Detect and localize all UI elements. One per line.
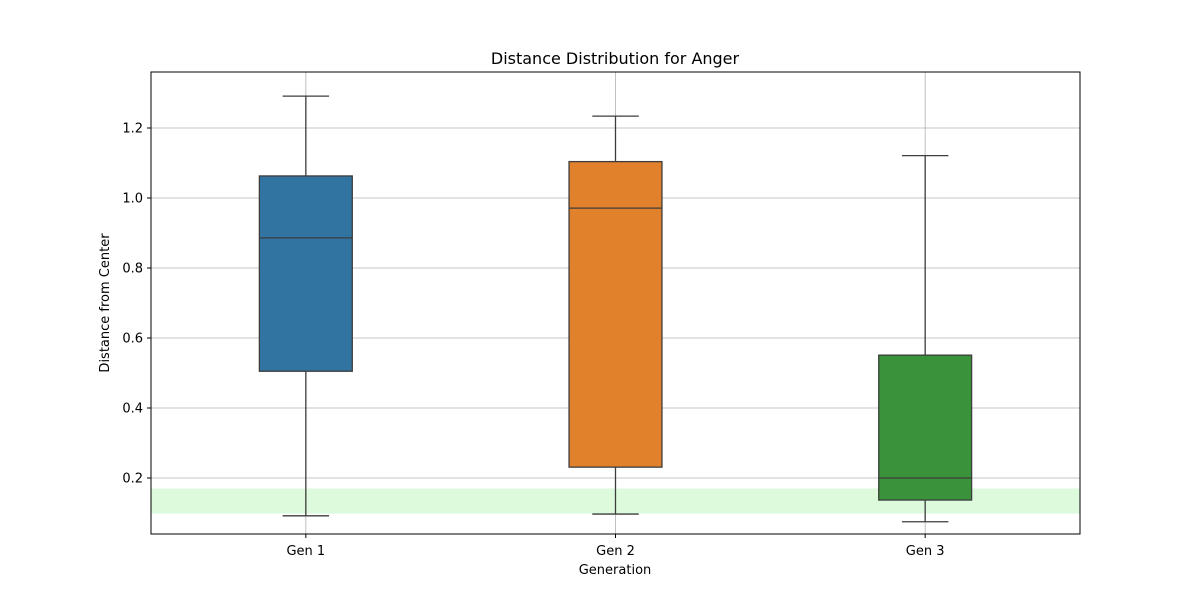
y-axis-label: Distance from Center bbox=[98, 233, 113, 373]
x-tick-label-0: Gen 1 bbox=[286, 544, 325, 559]
box-body-0 bbox=[258, 175, 353, 372]
x-tick-label-2: Gen 3 bbox=[906, 544, 945, 559]
ticks-layer: 0.2 0.4 0.6 0.8 1.0 1.2 Gen 1 Gen 2 Gen 3 bbox=[122, 122, 944, 560]
chart-title: Distance Distribution for Anger bbox=[491, 49, 740, 68]
boxes-layer bbox=[258, 95, 973, 523]
x-tick-label-1: Gen 2 bbox=[596, 544, 635, 559]
x-axis-label: Generation bbox=[579, 563, 652, 578]
y-tick-label-0: 0.2 bbox=[122, 472, 143, 487]
y-tick-label-5: 1.2 bbox=[122, 122, 143, 137]
y-tick-label-2: 0.6 bbox=[122, 332, 143, 347]
y-tick-label-4: 1.0 bbox=[122, 192, 143, 207]
y-tick-label-3: 0.8 bbox=[122, 262, 143, 277]
box-body-2 bbox=[878, 354, 973, 501]
y-tick-label-1: 0.4 bbox=[122, 402, 143, 417]
box-body-1 bbox=[568, 160, 663, 468]
